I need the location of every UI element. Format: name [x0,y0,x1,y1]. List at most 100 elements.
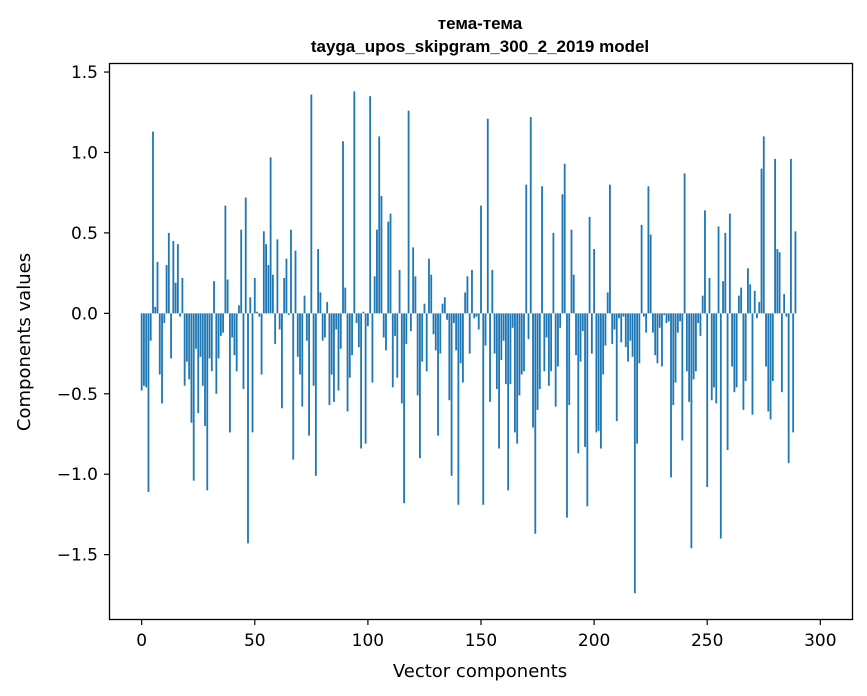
bar-12 [167,232,170,314]
bar-173 [532,313,534,428]
bar-142 [462,313,464,383]
bar-253 [713,313,715,388]
bar-249 [704,210,706,314]
bar-40 [231,313,234,338]
bar-114 [398,269,401,314]
bar-58 [271,274,274,314]
bar-86 [335,313,338,330]
bar-154 [489,313,491,402]
bar-132 [439,313,442,354]
bar-43 [238,305,240,314]
bar-265 [740,287,743,314]
bar-247 [699,313,702,336]
bar-288 [792,313,795,433]
bar-44 [240,229,243,314]
bar-278 [769,313,772,420]
bar-200 [593,249,596,314]
bar-238 [679,313,681,322]
bar-214 [624,313,627,348]
bar-52 [258,313,261,317]
bar-175 [536,313,539,410]
bar-94 [353,91,356,314]
bar-126 [425,313,428,372]
bar-241 [685,313,688,372]
bar-51 [256,311,258,314]
bar-166 [516,313,519,444]
bar-136 [448,313,451,401]
bar-24 [195,313,197,349]
bar-64 [285,258,288,314]
bar-165 [514,313,516,433]
bar-251 [708,277,711,314]
bar-248 [701,295,704,314]
bar-180 [547,313,550,386]
bar-135 [446,313,448,320]
bar-101 [369,96,372,314]
bar-84 [330,313,333,375]
bar-176 [538,313,541,389]
bar-149 [477,313,480,330]
bar-185 [559,313,562,328]
y-tick-label: 0.5 [71,224,98,244]
bar-169 [523,313,525,372]
bar-28 [204,313,206,426]
bar-286 [787,313,790,463]
bar-67 [292,313,295,460]
bar-174 [534,313,537,534]
y-tick-label: −0.5 [57,385,98,405]
chart-subtitle: tayga_upos_skipgram_300_2_2019 model [311,37,649,56]
bar-54 [262,231,265,314]
bar-107 [382,313,385,338]
bar-59 [274,313,277,344]
bar-164 [511,313,514,328]
bar-182 [552,232,555,314]
bar-213 [622,313,625,317]
bar-261 [731,313,734,367]
bar-198 [588,216,591,314]
bar-158 [498,313,500,449]
bar-237 [676,313,679,333]
bar-117 [405,313,408,344]
bar-35 [219,313,222,336]
x-axis-label: Vector components [393,661,567,682]
bar-243 [690,313,693,549]
bar-79 [319,292,322,314]
bar-192 [575,313,577,356]
bar-240 [683,173,686,314]
bar-8 [158,313,161,375]
bar-186 [561,194,564,314]
bar-21 [188,313,191,380]
bar-250 [706,313,709,488]
bar-177 [541,186,543,314]
bar-140 [457,313,460,505]
bar-152 [484,313,487,346]
bar-38 [226,279,229,314]
bar-47 [247,313,249,544]
bar-280 [774,158,776,314]
bar-236 [674,313,677,383]
bar-235 [672,313,675,406]
y-tick-label: −1.5 [57,546,98,566]
bar-201 [595,313,598,433]
bar-211 [618,313,620,319]
bar-0 [140,313,143,391]
bar-103 [373,276,376,314]
bar-92 [348,313,351,378]
bar-277 [767,313,770,412]
bar-57 [269,157,272,314]
x-tick-label: 0 [136,631,147,651]
bar-116 [403,313,405,504]
bar-81 [324,313,326,338]
y-tick-label: 1.0 [71,143,98,163]
bars-group [140,91,797,594]
bar-83 [328,313,331,406]
bar-41 [233,313,236,356]
bar-4 [149,313,152,341]
bar-68 [294,250,297,314]
bar-287 [790,158,792,314]
bar-181 [550,313,553,372]
x-tick-label: 300 [804,631,836,651]
bar-227 [654,313,657,356]
bar-218 [633,313,636,594]
bar-262 [733,313,736,393]
